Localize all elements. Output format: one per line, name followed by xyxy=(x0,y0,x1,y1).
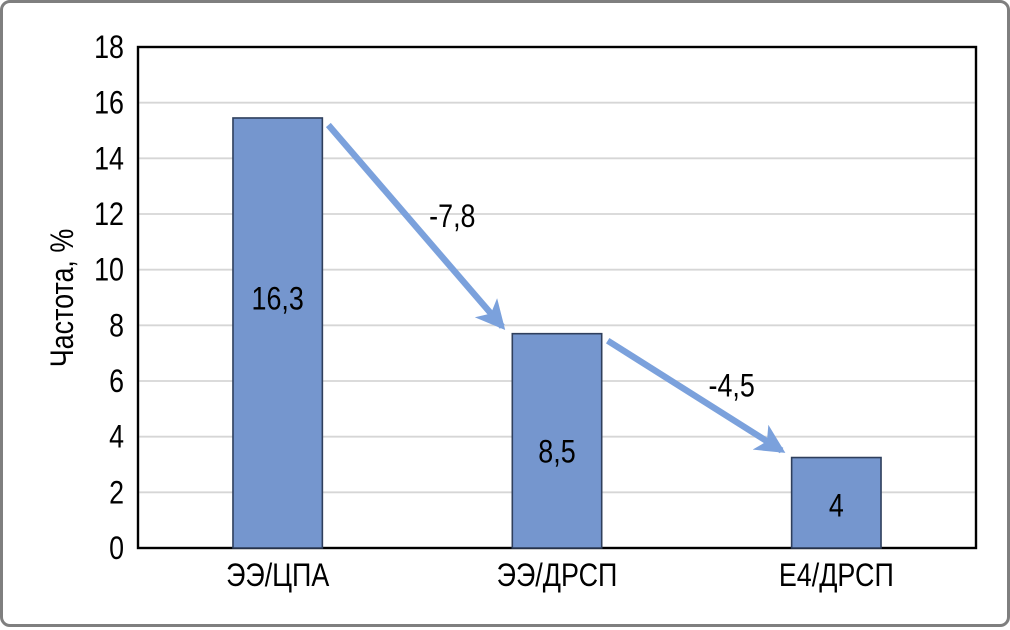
bar xyxy=(511,332,603,549)
y-tick-label: 14 xyxy=(94,140,124,176)
arrow-value-label: -4,5 xyxy=(709,368,755,404)
bar xyxy=(232,117,324,549)
y-tick-label: 18 xyxy=(94,29,124,65)
arrow-value-label: -7,8 xyxy=(429,198,475,234)
decrease-arrow xyxy=(325,122,506,331)
y-axis-title: Частота, % xyxy=(44,229,80,368)
x-category-label: ЭЭ/ЦПА xyxy=(226,557,330,593)
x-category-label: ЭЭ/ДРСП xyxy=(497,557,618,593)
y-tick-label: 10 xyxy=(94,252,124,288)
y-tick-label: 12 xyxy=(94,196,124,232)
bar-value-label: 16,3 xyxy=(252,281,304,317)
bar xyxy=(790,456,882,549)
y-tick-label: 16 xyxy=(94,85,124,121)
x-category-label: Е4/ДРСП xyxy=(779,557,894,593)
y-tick-label: 8 xyxy=(109,307,124,343)
y-tick-label: 0 xyxy=(109,530,124,566)
bar-value-label: 4 xyxy=(829,487,844,523)
bar-chart-svg: 0 2 4 6 8 10 12 14 16 18 16,3 ЭЭ/ЦПА 8,5 ЭЭ/ДРСП 4 Е4/Д… xyxy=(44,29,978,593)
decrease-arrow xyxy=(605,337,786,454)
y-tick-label: 2 xyxy=(109,474,124,510)
y-tick-label: 6 xyxy=(109,363,124,399)
y-tick-label: 4 xyxy=(109,419,124,455)
bar-value-label: 8,5 xyxy=(538,434,575,470)
